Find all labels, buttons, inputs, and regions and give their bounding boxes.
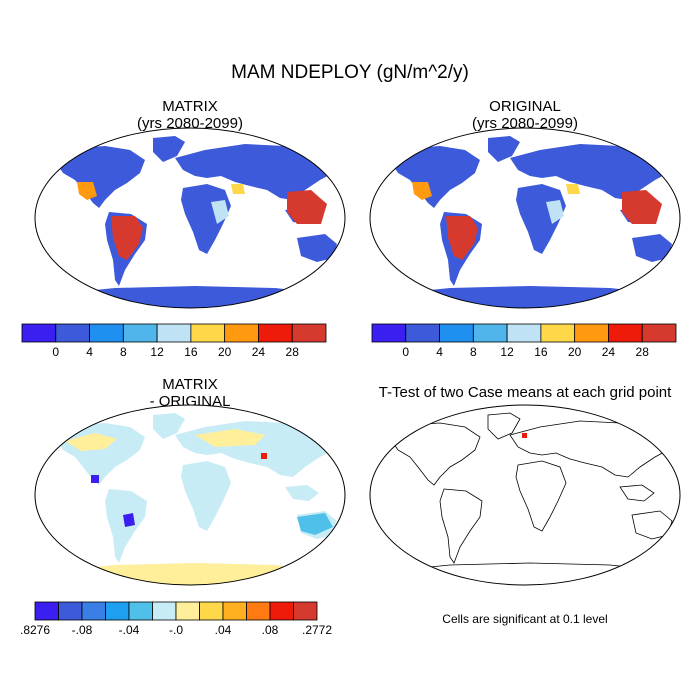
colorbar-box (224, 323, 259, 343)
colorbar-box (156, 323, 192, 343)
panel-title-matrix: MATRIX (yrs 2080-2099) (35, 98, 345, 132)
colorbar-label: 24 (602, 345, 616, 359)
colorbar-box (641, 323, 677, 343)
colorbar-box (371, 323, 407, 343)
colorbar-label: 20 (568, 345, 582, 359)
hotspot-seasia-original (622, 190, 662, 224)
colorbar-label: 0 (52, 345, 59, 359)
hotspot-mideast-original (566, 184, 580, 194)
globe-border-ttest (369, 404, 681, 586)
colorbar-box (258, 323, 293, 343)
colorbar-box (199, 601, 224, 621)
map-original (369, 127, 681, 309)
colorbar-matrix: 0 4 8 12 16 20 24 28 (21, 323, 327, 359)
colorbar-box (105, 601, 130, 621)
colorbar-box (152, 601, 177, 621)
hotspot-africa-matrix (211, 200, 229, 224)
colorbar-box (608, 323, 643, 343)
colorbar-box (122, 323, 158, 343)
colorbar-box (439, 323, 474, 343)
colorbar-label: .08 (262, 623, 279, 637)
patch-asia-diff (261, 453, 267, 459)
significance-note: Cells are significant at 0.1 level (442, 612, 608, 626)
map-ttest (369, 404, 681, 586)
colorbar-box (222, 601, 247, 621)
colorbar-label: -.04 (119, 623, 140, 637)
colorbar-label: 0 (402, 345, 409, 359)
colorbar-label: .04 (215, 623, 232, 637)
significant-cell-ttest (522, 433, 527, 438)
colorbar-label: 20 (218, 345, 232, 359)
colorbar-box (574, 323, 609, 343)
colorbar-diff: .8276 -.08 -.04 -.0 .04 .08 .2772 (20, 601, 332, 637)
field-original (388, 136, 675, 308)
globe-border-matrix (34, 127, 346, 309)
panel-title-ttest: T-Test of two Case means at each grid po… (378, 384, 672, 401)
globe-border-diff (34, 404, 346, 586)
patch-ca-diff (91, 475, 99, 483)
colorbar-box (34, 601, 59, 621)
patch-na-diff (65, 433, 117, 451)
hotspot-africa-original (546, 200, 564, 224)
panel-title-diff-line1: MATRIX (162, 376, 218, 393)
globe-border-original (369, 127, 681, 309)
colorbar-label: 28 (286, 345, 300, 359)
hotspot-mideast-matrix (231, 184, 245, 194)
colorbar-label: .2772 (302, 623, 332, 637)
colorbar-label: -.0 (169, 623, 183, 637)
map-diff (34, 404, 346, 586)
hotspot-naeast-original (412, 182, 432, 200)
colorbar-label: 16 (534, 345, 548, 359)
colorbar-label: 12 (500, 345, 514, 359)
colorbar-box (246, 601, 271, 621)
colorbar-box (175, 601, 200, 621)
colorbar-label: 28 (636, 345, 650, 359)
colorbar-label: .8276 (20, 623, 50, 637)
colorbar-box (21, 323, 57, 343)
field-ttest (387, 412, 676, 585)
panel-title-original-line1: ORIGINAL (489, 98, 561, 115)
patch-eurasia-diff (195, 429, 265, 447)
panel-title-matrix-line2: (yrs 2080-2099) (137, 115, 243, 132)
colorbar-box (190, 323, 226, 343)
colorbar-label: 24 (252, 345, 266, 359)
hotspot-amazon-original (446, 216, 478, 260)
patch-sa-diff (123, 513, 135, 527)
patch-aus-diff (297, 513, 333, 535)
colorbar-label: -.08 (72, 623, 93, 637)
colorbar-box (472, 323, 508, 343)
hotspot-seasia-matrix (287, 190, 327, 224)
colorbar-box (128, 601, 153, 621)
colorbar-label: 4 (86, 345, 93, 359)
panel-title-original-line2: (yrs 2080-2099) (472, 115, 578, 132)
field-matrix (53, 136, 340, 308)
hotspot-naeast-matrix (77, 182, 97, 200)
colorbar-box (89, 323, 124, 343)
colorbar-box (540, 323, 576, 343)
colorbar-label: 16 (184, 345, 198, 359)
colorbar-box (405, 323, 440, 343)
colorbar-box (506, 323, 542, 343)
panel-title-matrix-line1: MATRIX (162, 98, 218, 115)
colorbar-label: 12 (150, 345, 164, 359)
globe-outline-ttest (370, 405, 680, 585)
colorbar-box (81, 601, 106, 621)
colorbar-label: 8 (470, 345, 477, 359)
hotspot-amazon-matrix (111, 216, 143, 260)
colorbar-original: 0 4 8 12 16 20 24 28 (371, 323, 677, 359)
map-matrix (34, 127, 346, 309)
colorbar-box (55, 323, 90, 343)
colorbar-box (293, 601, 318, 621)
panel-title-original: ORIGINAL (yrs 2080-2099) (370, 98, 680, 132)
colorbar-label: 4 (436, 345, 443, 359)
figure-title: MAM NDEPLOY (gN/m^2/y) (231, 62, 469, 83)
colorbar-box (269, 601, 294, 621)
colorbar-box (291, 323, 327, 343)
colorbar-box (58, 601, 83, 621)
colorbar-label: 8 (120, 345, 127, 359)
